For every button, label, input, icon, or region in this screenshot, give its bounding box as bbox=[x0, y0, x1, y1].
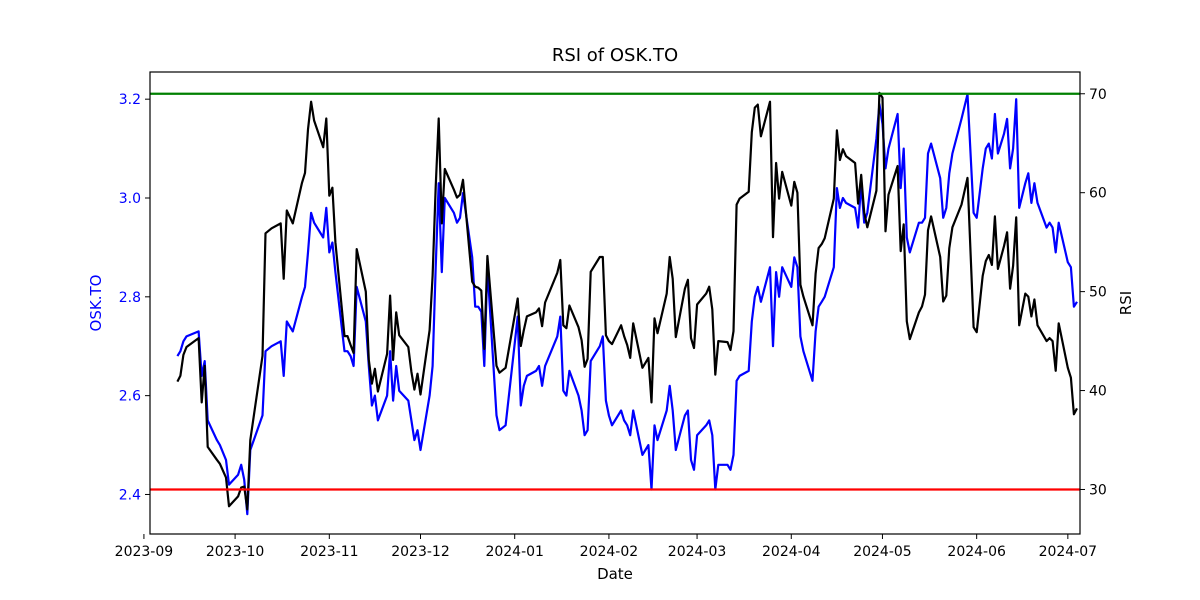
plot-frame bbox=[149, 71, 1081, 535]
right-y-tick-label: 40 bbox=[1089, 384, 1107, 400]
x-tick-label: 2024-05 bbox=[853, 544, 912, 560]
x-axis: 2023-09 2023-10 2023-11 2023-12 2024-01 2024-… bbox=[115, 534, 1097, 560]
right-y-tick-label: 30 bbox=[1089, 482, 1107, 498]
left-y-tick-label: 2.6 bbox=[119, 389, 141, 405]
x-tick-label: 2023-10 bbox=[206, 544, 265, 560]
x-tick-label: 2024-03 bbox=[668, 544, 727, 560]
right-y-axis-label: RSI bbox=[1117, 291, 1135, 315]
left-y-tick-label: 2.4 bbox=[119, 487, 141, 503]
chart-title: RSI of OSK.TO bbox=[552, 45, 678, 66]
series-line-rsi bbox=[176, 91, 1078, 511]
x-axis-label: Date bbox=[597, 565, 633, 583]
x-tick-label: 2023-09 bbox=[115, 544, 174, 560]
right-y-tick-label: 60 bbox=[1089, 186, 1107, 202]
right-y-tick-label: 70 bbox=[1089, 87, 1107, 103]
right-y-tick-label: 50 bbox=[1089, 285, 1107, 301]
x-tick-label: 2024-07 bbox=[1039, 544, 1098, 560]
x-tick-label: 2023-12 bbox=[391, 544, 450, 560]
left-y-axis-label: OSK.TO bbox=[87, 275, 105, 332]
right-y-axis: 30 40 50 60 70 bbox=[1080, 87, 1107, 498]
reference-lines bbox=[150, 92, 1080, 491]
left-y-axis: 2.4 2.6 2.8 3.0 3.2 bbox=[119, 92, 150, 503]
left-y-tick-label: 3.0 bbox=[119, 191, 141, 207]
left-y-tick-label: 3.2 bbox=[119, 92, 141, 108]
x-tick-label: 2024-06 bbox=[947, 544, 1006, 560]
x-tick-label: 2024-02 bbox=[580, 544, 639, 560]
series-layer bbox=[176, 91, 1078, 516]
x-tick-label: 2023-11 bbox=[300, 544, 359, 560]
series-line-price bbox=[176, 93, 1078, 516]
x-tick-label: 2024-04 bbox=[762, 544, 821, 560]
x-tick-label: 2024-01 bbox=[485, 544, 544, 560]
left-y-tick-label: 2.8 bbox=[119, 290, 141, 306]
